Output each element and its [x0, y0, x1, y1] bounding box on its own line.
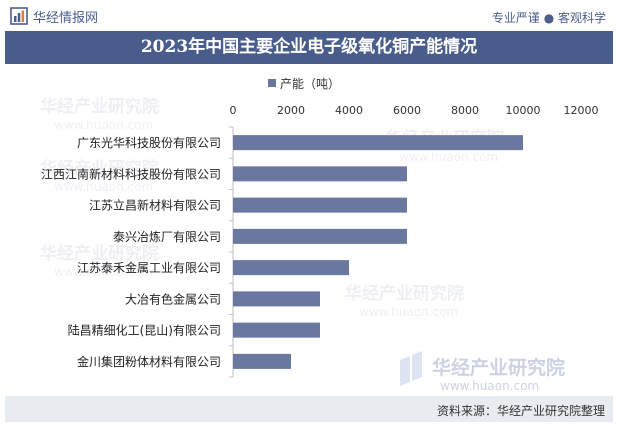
bars: [233, 135, 523, 369]
x-tick-label: 0: [230, 104, 237, 117]
category-label: 泰兴冶炼厂有限公司: [113, 229, 221, 244]
brand: 华经情报网: [10, 7, 99, 26]
watermark-url: www.huaon.com: [399, 150, 498, 164]
watermark-url: www.huaon.com: [54, 265, 153, 279]
x-tick-label: 4000: [335, 104, 363, 117]
category-label: 金川集团粉体材料有限公司: [77, 354, 221, 369]
bar: [233, 197, 407, 213]
brand-name: 华经情报网: [33, 10, 99, 26]
bar: [233, 260, 349, 276]
category-label: 江西江南新材料科技股份有限公司: [41, 166, 221, 181]
category-label: 陆昌精细化工(昆山)有限公司: [68, 323, 221, 338]
watermark-text: 华经产业研究院: [40, 96, 159, 117]
category-labels: 广东光华科技股份有限公司江西江南新材料科技股份有限公司江苏立昌新材料有限公司泰兴…: [41, 136, 221, 369]
legend-label: 产能（吨）: [280, 77, 340, 91]
legend-swatch: [268, 79, 276, 87]
slogan: 专业严谨 ● 客观科学: [491, 11, 606, 25]
bar: [233, 322, 320, 338]
watermark-url: www.huaon.com: [440, 379, 539, 393]
x-tick-label: 8000: [451, 104, 479, 117]
top-bar: 华经情报网 专业严谨 ● 客观科学: [0, 0, 618, 30]
category-label: 广东光华科技股份有限公司: [77, 136, 221, 150]
bar: [233, 353, 291, 369]
bar: [233, 291, 320, 307]
category-label: 江苏立昌新材料有限公司: [89, 198, 221, 213]
watermark-text: 华经产业研究院: [40, 158, 159, 179]
legend: 产能（吨）: [268, 77, 340, 91]
brand-logo-icon: [10, 7, 28, 25]
footer-bar: 资料来源：华经产业研究院整理: [5, 396, 613, 422]
category-label: 大冶有色金属公司: [125, 291, 221, 306]
bar: [233, 135, 523, 151]
watermark-layer: 华经产业研究院www.huaon.com华经产业研究院www.huaon.com…: [40, 96, 565, 393]
watermark-url: www.huaon.com: [359, 305, 458, 319]
x-axis: 0 2000 4000 6000 8000 10000 12000: [229, 104, 599, 378]
watermark-url: www.huaon.com: [54, 118, 153, 132]
watermark-url: www.huaon.com: [54, 180, 153, 194]
bar-chart: 华经产业研究院www.huaon.com华经产业研究院www.huaon.com…: [40, 77, 599, 393]
x-tick-label: 6000: [393, 104, 421, 117]
x-tick-label: 2000: [277, 104, 305, 117]
x-tick-label: 12000: [564, 104, 599, 117]
x-tick-label: 10000: [506, 104, 541, 117]
category-label: 江苏泰禾金属工业有限公司: [77, 260, 221, 275]
source-note: 资料来源：华经产业研究院整理: [436, 404, 605, 418]
watermark-text: 华经产业研究院: [432, 356, 565, 379]
chart-title: 2023年中国主要企业电子级氧化铜产能情况: [5, 31, 613, 64]
watermark-logo-icon: [400, 351, 422, 386]
bar: [233, 166, 407, 182]
bar: [233, 228, 407, 244]
watermark-text: 华经产业研究院: [40, 243, 159, 264]
watermark-text: 华经产业研究院: [345, 283, 464, 304]
